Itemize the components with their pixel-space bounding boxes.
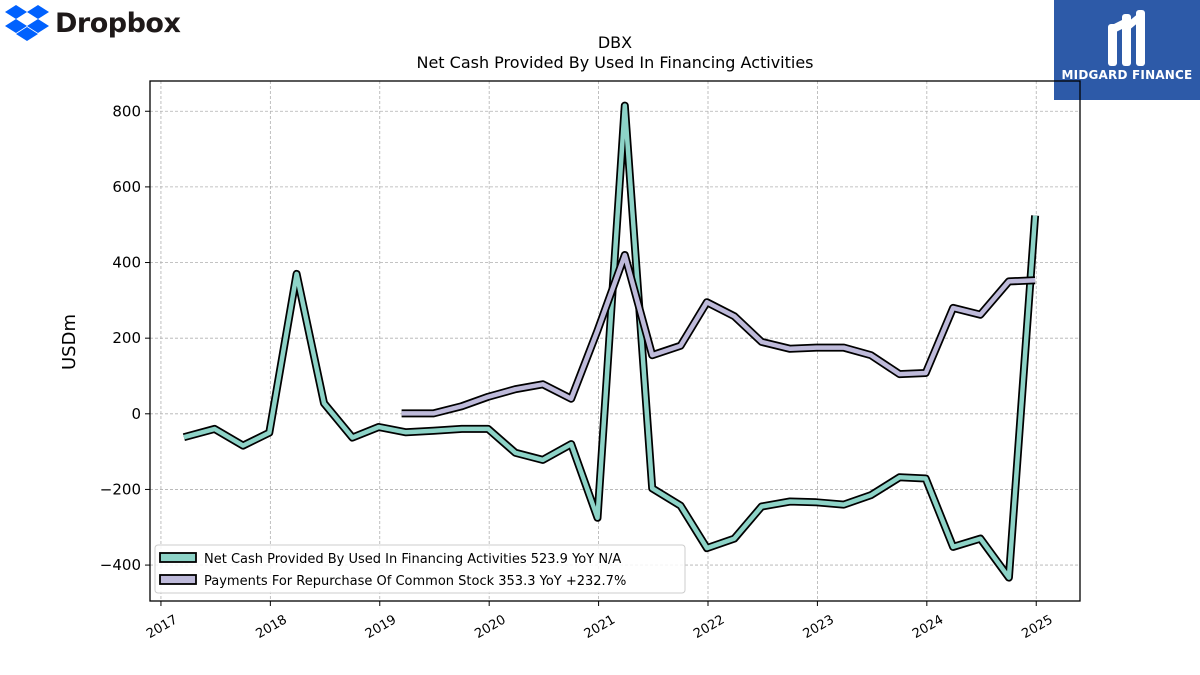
series-line-0 xyxy=(183,103,1038,580)
legend-box xyxy=(154,544,686,594)
x-tick-label: 2017 xyxy=(144,612,180,642)
y-tick-label: 800 xyxy=(112,102,141,120)
dropbox-logo: Dropbox xyxy=(5,5,181,41)
y-tick-label: 600 xyxy=(112,178,141,196)
dropbox-icon xyxy=(5,5,49,41)
x-axis: 2017 2018 2019 2020 2021 2022 2023 2024 2025 xyxy=(144,601,1056,642)
y-axis-label: USDm xyxy=(59,314,80,370)
series-layer xyxy=(182,101,1040,582)
y-tick-label: 200 xyxy=(112,329,141,347)
x-tick-label: 2022 xyxy=(691,612,727,642)
x-tick-label: 2023 xyxy=(801,612,837,642)
x-tick-label: 2020 xyxy=(472,612,508,642)
y-tick-label: 400 xyxy=(112,254,141,272)
brand-name: Dropbox xyxy=(55,7,181,39)
legend-label-1: Payments For Repurchase Of Common Stock … xyxy=(204,574,626,589)
chart-title: DBX xyxy=(598,33,632,52)
x-tick-label: 2019 xyxy=(363,612,399,642)
y-tick-label: 0 xyxy=(131,405,141,423)
x-tick-label: 2018 xyxy=(254,612,290,642)
legend-swatch-0 xyxy=(159,552,197,563)
x-tick-label: 2024 xyxy=(910,612,946,642)
legend: Net Cash Provided By Used In Financing A… xyxy=(154,544,686,594)
midgard-logo-icon xyxy=(1108,10,1145,66)
chart-subtitle: Net Cash Provided By Used In Financing A… xyxy=(416,53,813,72)
x-tick-label: 2025 xyxy=(1019,612,1055,642)
y-tick-label: −200 xyxy=(100,480,141,498)
badge-text: MIDGARD FINANCE xyxy=(1061,68,1193,82)
legend-swatch-1 xyxy=(159,574,197,585)
y-axis: −400 −200 0 200 400 600 800 xyxy=(100,102,150,574)
midgard-finance-badge: MIDGARD FINANCE xyxy=(1054,0,1200,100)
plot-frame xyxy=(149,80,1081,602)
series-line-1 xyxy=(401,252,1036,416)
legend-label-0: Net Cash Provided By Used In Financing A… xyxy=(204,552,621,567)
y-tick-label: −400 xyxy=(100,556,141,574)
x-tick-label: 2021 xyxy=(582,612,618,642)
